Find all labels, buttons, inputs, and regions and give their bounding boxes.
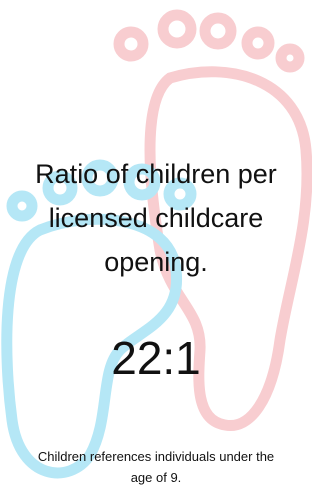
card: Ratio of children per licensed childcare… [0,0,312,490]
footnote: Children references individuals under th… [26,446,286,488]
ratio-value: 22:1 [0,330,312,386]
heading: Ratio of children per licensed childcare… [26,152,286,284]
